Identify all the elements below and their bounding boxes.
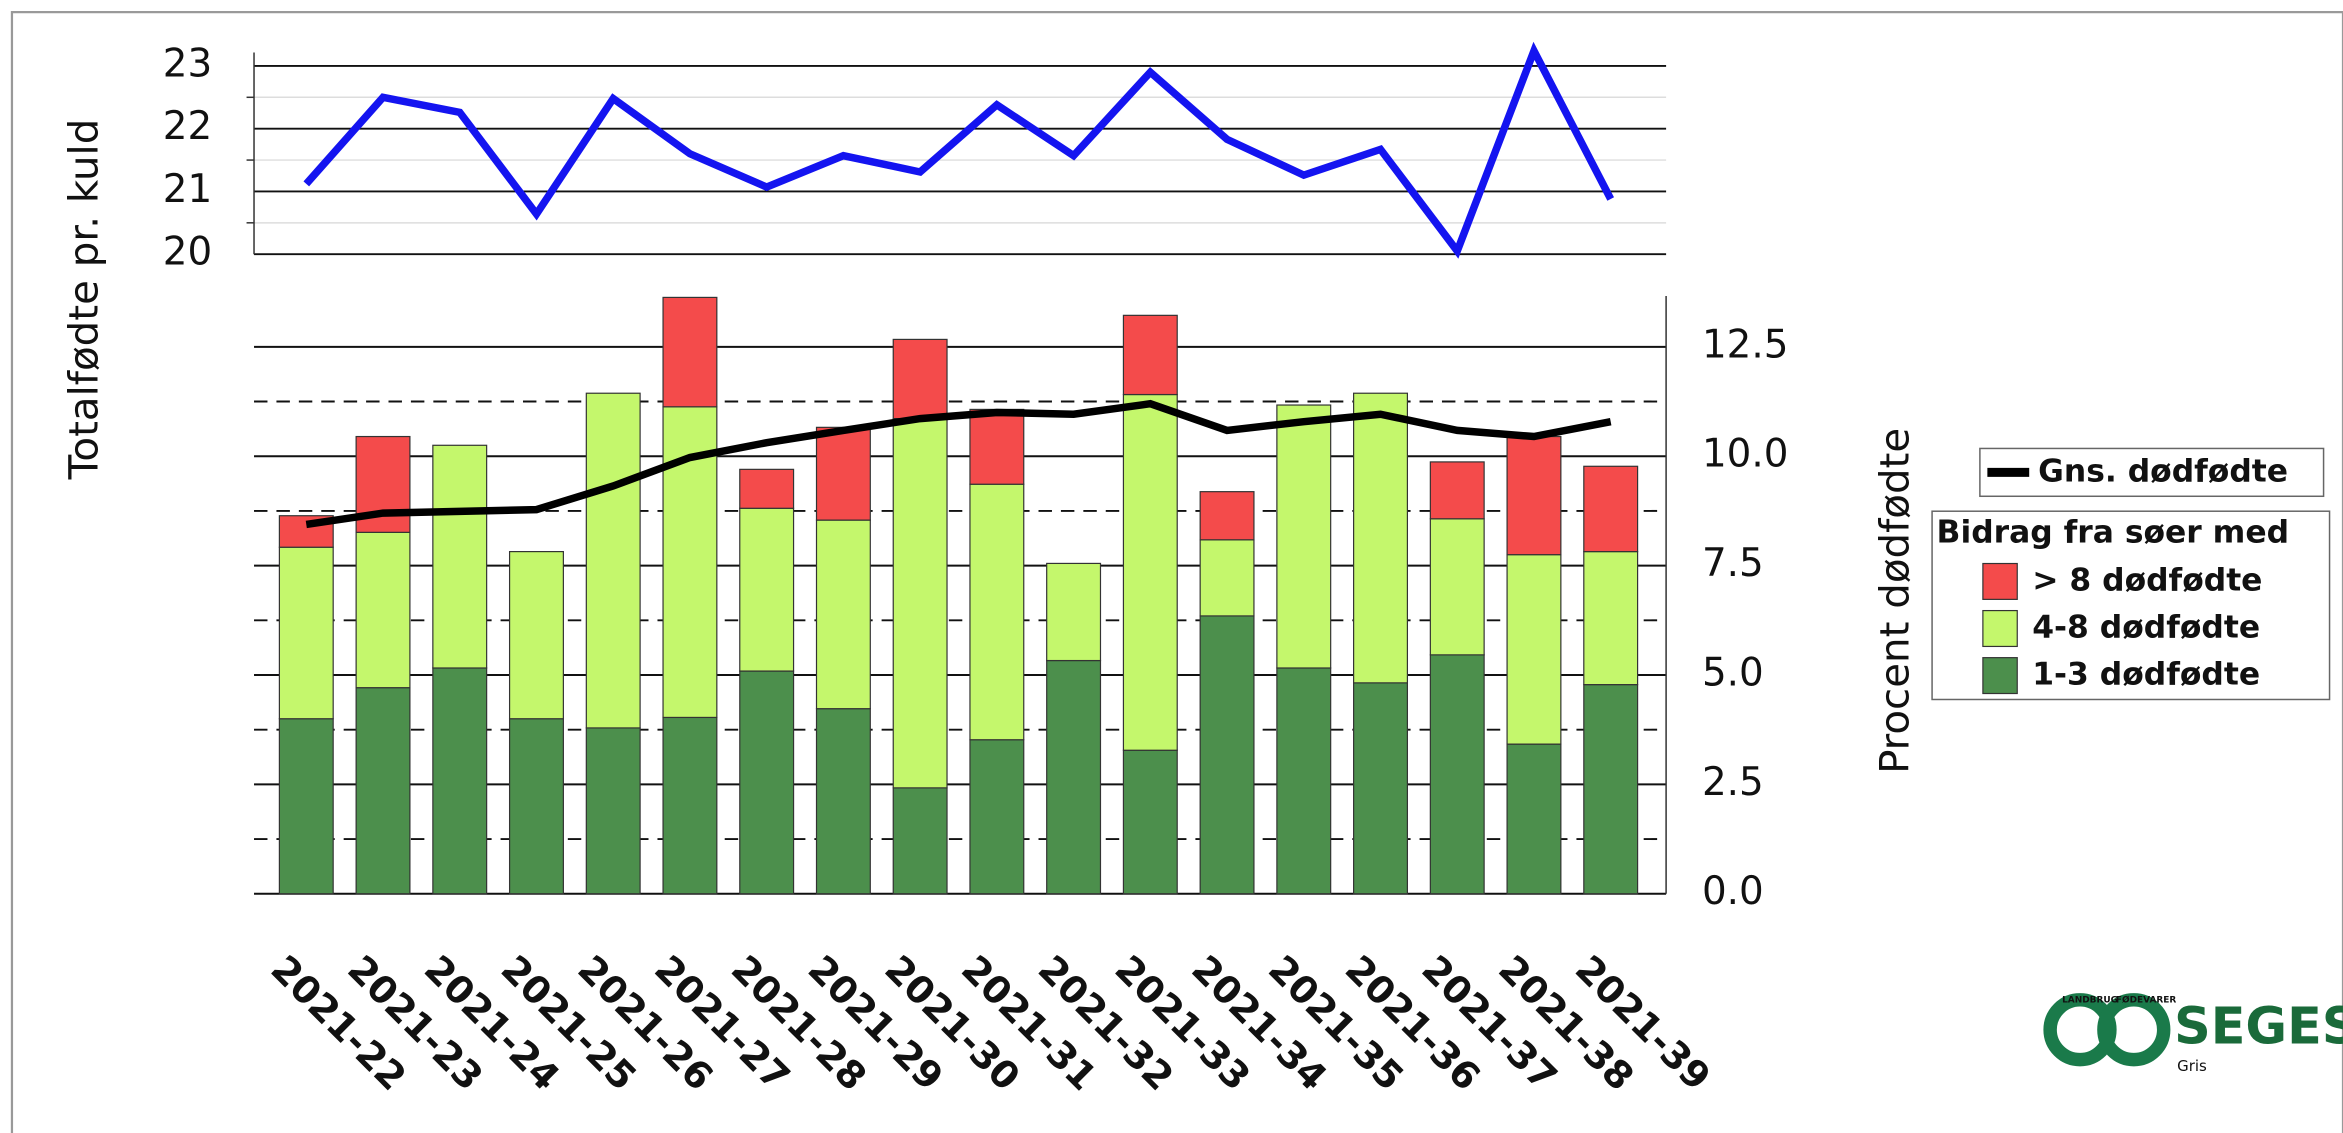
bar-segment [1583, 465, 1639, 553]
bar-segment [739, 468, 795, 509]
bar-segment [739, 507, 795, 672]
legend-swatch [1982, 609, 2018, 648]
y-tick-label: 22 [163, 104, 212, 149]
bar-segment [1353, 682, 1409, 895]
bar-segment [969, 483, 1025, 741]
bar-segment [1122, 749, 1178, 895]
legend-label: 4-8 dødfødte [2032, 610, 2260, 646]
y-tick-label: 12.5 [1702, 322, 1789, 367]
bar-segment [1046, 659, 1102, 895]
bar-segment [969, 739, 1025, 895]
bar-segment [1276, 404, 1332, 669]
y-axis-label: Totalfødte pr. kuld [61, 119, 108, 481]
bar-segment [1122, 314, 1178, 396]
bar-segment [1122, 393, 1178, 751]
bar-segment [815, 708, 871, 895]
bar-segment [1199, 491, 1255, 541]
bar-segment [355, 687, 411, 895]
bar-segment [662, 716, 718, 895]
bar-segment [1429, 518, 1485, 656]
bar-segment [585, 727, 641, 895]
legend-title: Bidrag fra søer med [1937, 515, 2290, 551]
bar-segment [585, 392, 641, 729]
bar-segment [815, 426, 871, 521]
bar-segment [1276, 667, 1332, 895]
bar-segment [739, 670, 795, 895]
y-tick-label: 20 [163, 230, 212, 275]
bar-segment [355, 531, 411, 689]
bar-segment [1506, 743, 1562, 895]
bar-segment [1199, 539, 1255, 617]
y-tick-label: 21 [163, 167, 212, 212]
legend-label: > 8 dødfødte [2032, 562, 2262, 598]
legend-box [1979, 447, 2325, 498]
bar-segment [278, 546, 334, 720]
logo-ring [2097, 993, 2171, 1067]
y-tick-label: 10.0 [1702, 432, 1789, 477]
bar-segment [1583, 551, 1639, 686]
bar-segment [1353, 392, 1409, 684]
y-tick-label: 0.0 [1702, 869, 1764, 914]
bar-segment [432, 444, 488, 669]
bar-segment [969, 408, 1025, 485]
legend-label: 1-3 dødfødte [2032, 657, 2260, 693]
legend-label: Gns. dødfødte [2038, 453, 2288, 489]
y-tick-label: 2.5 [1702, 760, 1764, 805]
legend-swatch [1982, 657, 2018, 695]
logo-text: SEGES [2174, 997, 2343, 1056]
logo-ring-text: LANDBRUG [2062, 995, 2118, 1005]
bar-segment [1506, 554, 1562, 745]
bar-segment [892, 338, 948, 420]
y-tick-label: 5.0 [1702, 650, 1764, 695]
bar-segment [1429, 461, 1485, 520]
bar-segment [892, 417, 948, 789]
y2-axis-label: Procent dødfødte [1872, 428, 1919, 774]
logo-ring-text: FØDEVARER [2116, 994, 2177, 1005]
bar-segment [1046, 562, 1102, 662]
bar-segment [432, 667, 488, 895]
bar-segment [815, 519, 871, 710]
logo: LANDBRUG FØDEVARER SEGES Gris [2043, 993, 2343, 1075]
y-tick-label: 7.5 [1702, 541, 1764, 586]
bar-segment [278, 718, 334, 895]
line [303, 41, 1615, 259]
bar-segment [1583, 684, 1639, 895]
bar-segment [1506, 435, 1562, 556]
bar-segment [662, 296, 718, 408]
frame [10, 11, 2343, 1133]
bar-segment [1199, 615, 1255, 895]
bar-segment [508, 551, 564, 720]
logo-subtitle: Gris [2177, 1057, 2207, 1075]
legend-swatch [1982, 562, 2018, 600]
y-tick-label: 23 [163, 41, 212, 86]
bar-segment [508, 718, 564, 895]
line [305, 399, 1612, 529]
bar-segment [1429, 654, 1485, 895]
bar-segment [892, 787, 948, 895]
